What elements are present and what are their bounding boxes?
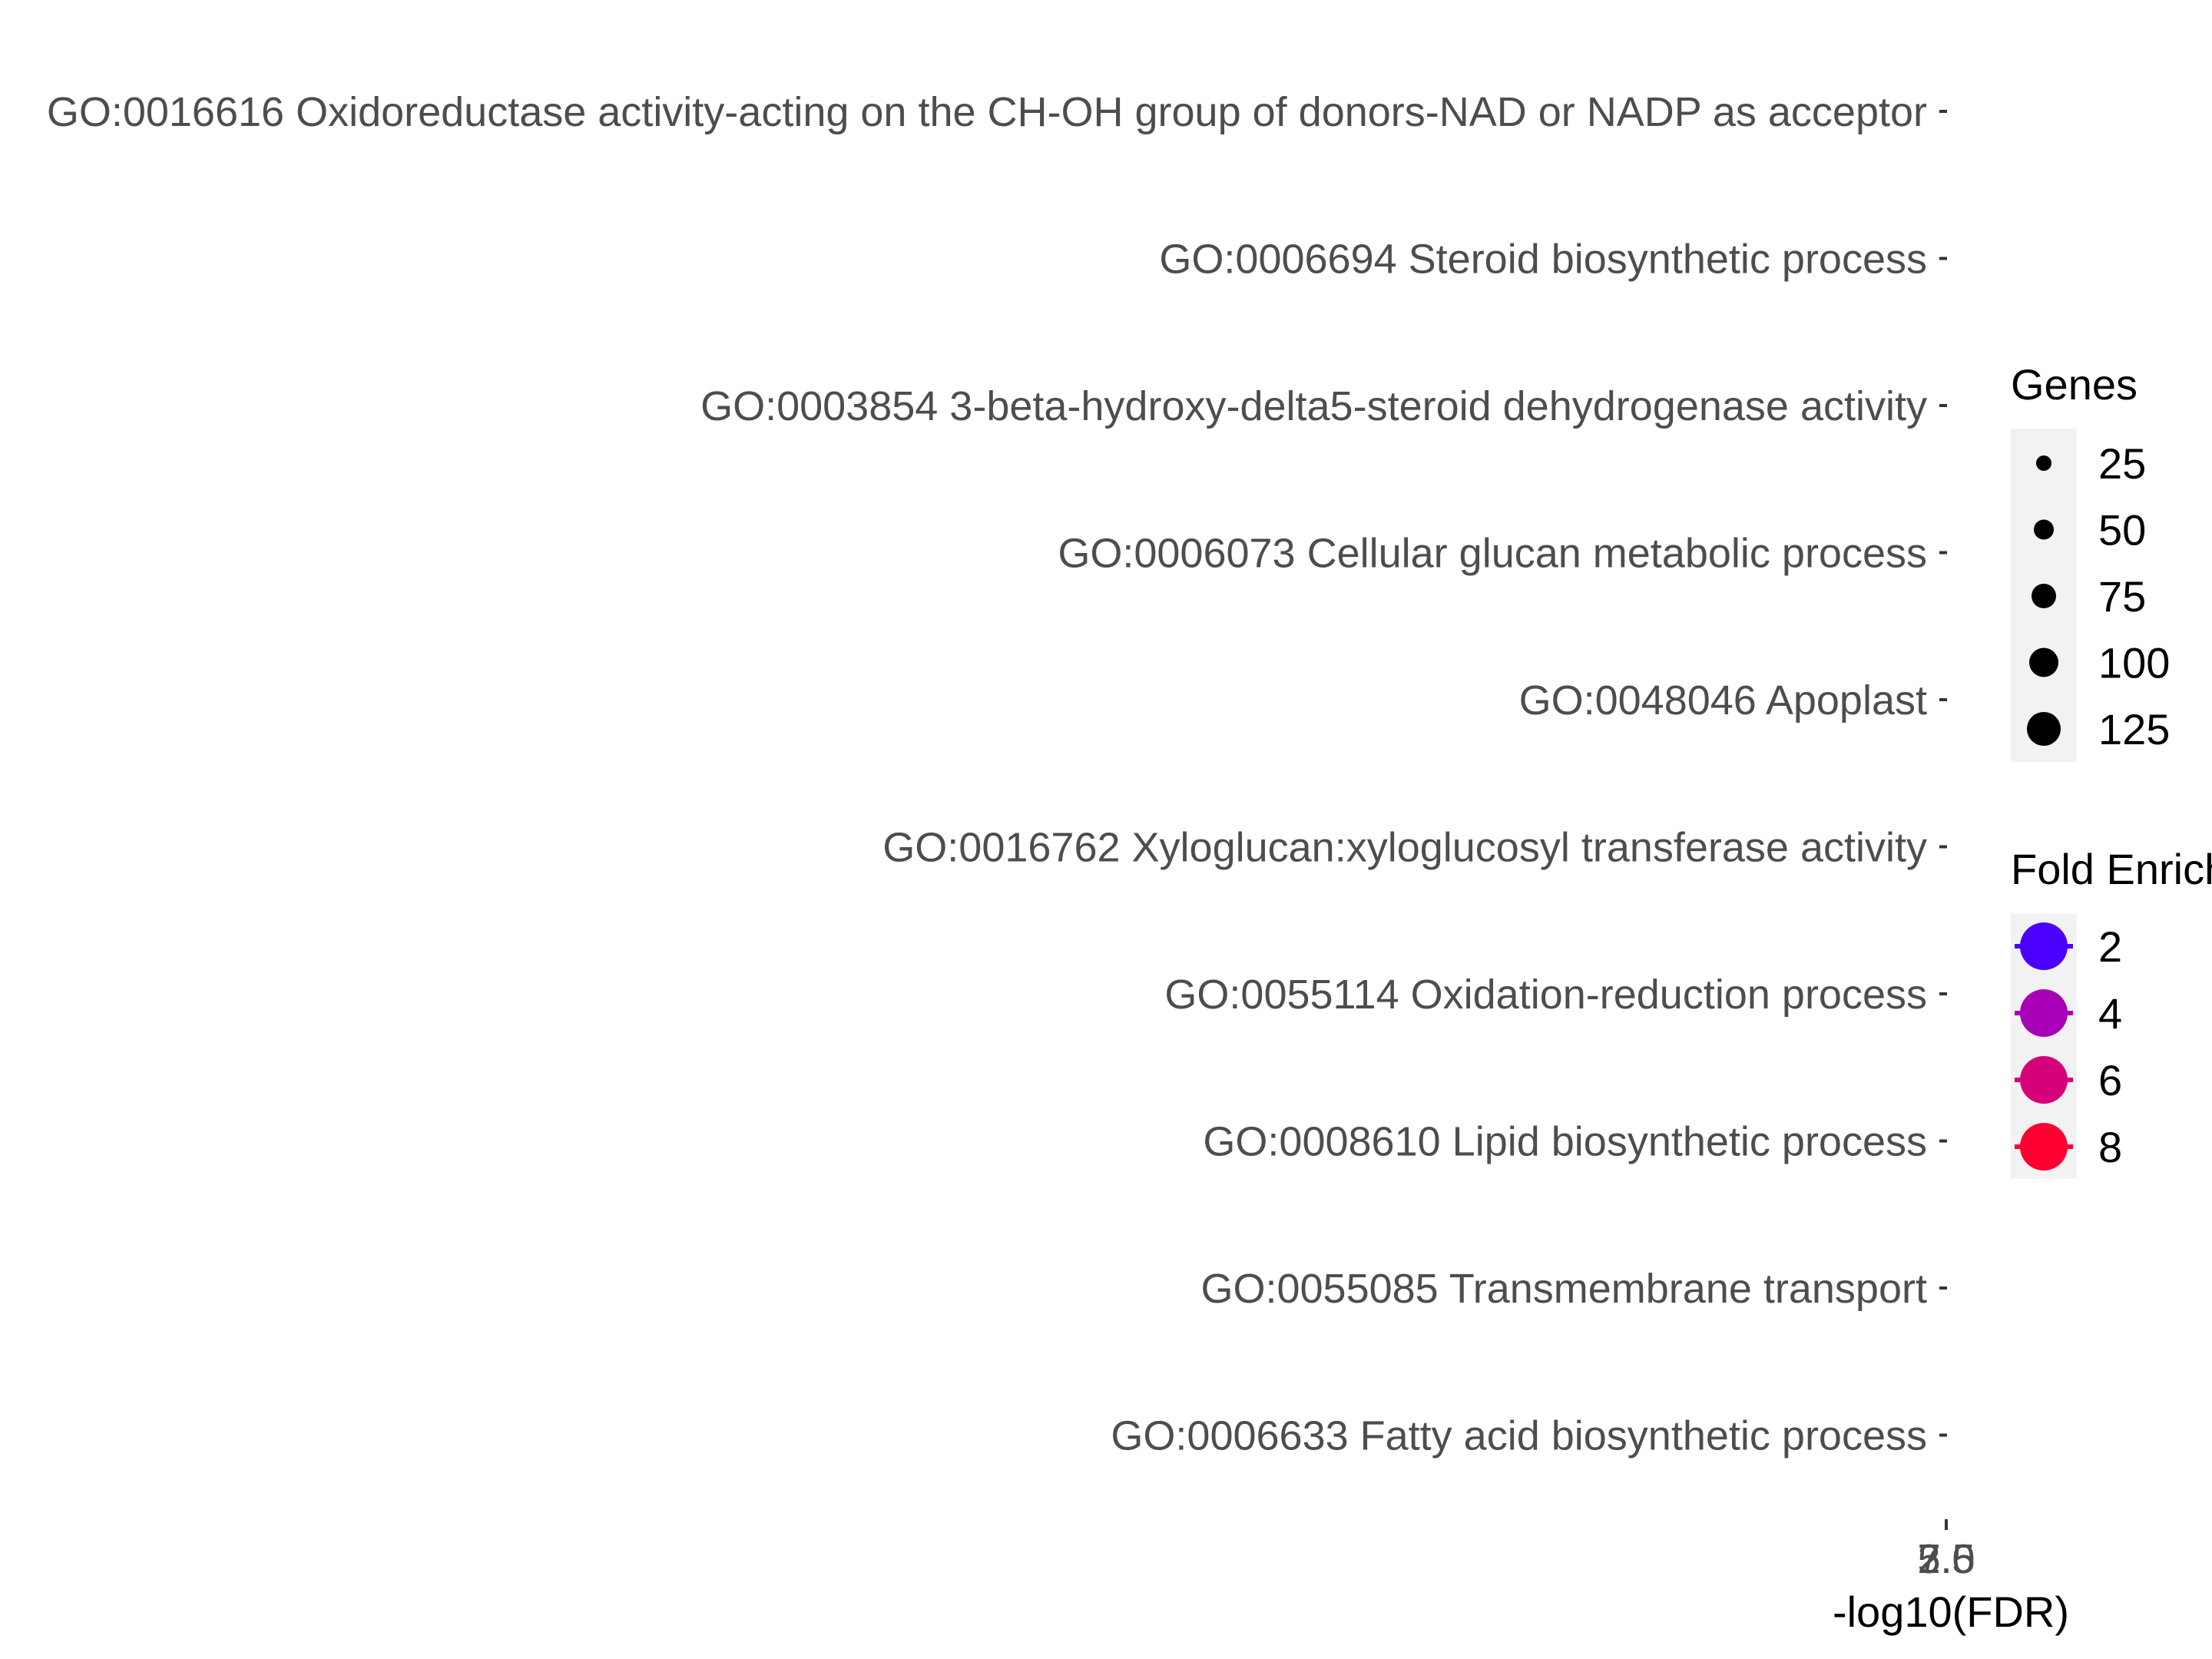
color-legend-label: 8 [2098,1123,2122,1171]
y-category-label: GO:0016762 Xyloglucan:xyloglucosyl trans… [882,825,1927,871]
color-legend-title: Fold Enrichment [2011,845,2212,893]
size-legend-dot [2032,584,2056,608]
y-category-label: GO:0006633 Fatty acid biosynthetic proce… [1111,1413,1927,1459]
size-legend-title: Genes [2011,360,2137,409]
y-category-label: GO:0003854 3-beta-hydroxy-delta5-steroid… [700,383,1927,429]
x-tick-label: 7.5 [1917,1536,1975,1582]
x-axis: 2.55.07.5 [1917,1519,1975,1582]
y-category-label: GO:0055085 Transmembrane transport [1200,1266,1927,1312]
x-tick-label: 5.0 [1917,1536,1975,1582]
size-legend-dot [2034,519,2054,540]
size-legend-label: 25 [2098,439,2146,488]
color-legend-dot [2020,989,2068,1037]
size-legend: Genes 25 50 75 100 125 [2011,360,2170,762]
x-tick-label: 2.5 [1917,1536,1975,1582]
y-category-label: GO:0055114 Oxidation-reduction process [1164,972,1927,1018]
color-legend-label: 4 [2098,989,2122,1038]
y-category-label: GO:0006694 Steroid biosynthetic process [1159,237,1927,283]
y-category-label: GO:0016616 Oxidoreductase activity-actin… [47,89,1927,135]
y-category-label: GO:0008610 Lipid biosynthetic process [1203,1119,1927,1165]
y-category-label: GO:0048046 Apoplast [1519,677,1927,724]
size-legend-label: 75 [2098,572,2146,621]
x-axis-title: -log10(FDR) [1833,1588,2069,1636]
color-legend-label: 2 [2098,922,2122,971]
y-axis: GO:0016616 Oxidoreductase activity-actin… [47,89,1947,1459]
size-legend-dot [2027,712,2061,746]
size-legend-label: 100 [2098,639,2170,687]
color-legend-dot [2020,922,2068,970]
size-legend-dot [2029,647,2058,677]
color-legend-label: 6 [2098,1056,2122,1104]
y-category-label: GO:0006073 Cellular glucan metabolic pro… [1058,531,1927,577]
color-legend: Fold Enrichment 2 4 6 8 [2011,845,2212,1179]
color-legend-dot [2020,1123,2068,1171]
size-legend-dot [2036,455,2051,471]
size-legend-label: 50 [2098,506,2146,555]
size-legend-label: 125 [2098,705,2170,753]
color-legend-dot [2020,1056,2068,1104]
